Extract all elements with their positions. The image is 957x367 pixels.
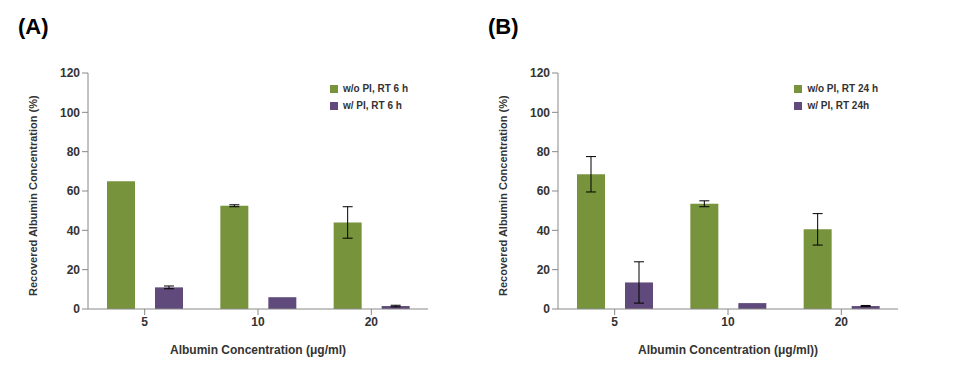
- svg-text:5: 5: [611, 315, 618, 329]
- svg-text:120: 120: [530, 66, 550, 80]
- svg-text:40: 40: [537, 224, 551, 238]
- svg-text:100: 100: [530, 106, 550, 120]
- svg-text:80: 80: [537, 145, 551, 159]
- svg-text:10: 10: [721, 315, 735, 329]
- svg-text:120: 120: [60, 66, 80, 80]
- html-text:w/o PI, RT 6 h: w/o PI, RT 6 h: [343, 83, 408, 94]
- svg-text:Albumin Concentration (μg/ml)): Albumin Concentration (μg/ml)): [638, 343, 818, 357]
- svg-text:0: 0: [543, 302, 550, 316]
- html-text:w/ PI, RT 6 h: w/ PI, RT 6 h: [343, 100, 402, 111]
- svg-text:Recovered Albumin Concentratio: Recovered Albumin Concentration (%): [497, 95, 509, 296]
- svg-text:100: 100: [60, 106, 80, 120]
- html-text:(B): (B): [488, 14, 519, 39]
- html-text:(A): (A): [18, 14, 49, 39]
- svg-text:Albumin Concentration (μg/ml): Albumin Concentration (μg/ml): [170, 343, 346, 357]
- svg-text:10: 10: [251, 315, 265, 329]
- svg-text:60: 60: [67, 184, 81, 198]
- html-text:w/ PI, RT 24h: w/ PI, RT 24h: [807, 100, 870, 111]
- svg-text:5: 5: [141, 315, 148, 329]
- svg-text:Recovered Albumin Concentratio: Recovered Albumin Concentration (%): [27, 95, 39, 296]
- svg-text:40: 40: [67, 224, 81, 238]
- svg-text:20: 20: [835, 315, 849, 329]
- html-text:w/o PI, RT 24 h: w/o PI, RT 24 h: [807, 83, 878, 94]
- svg-text:20: 20: [67, 263, 81, 277]
- svg-text:0: 0: [73, 302, 80, 316]
- svg-text:20: 20: [537, 263, 551, 277]
- svg-text:60: 60: [537, 184, 551, 198]
- svg-text:20: 20: [365, 315, 379, 329]
- svg-text:80: 80: [67, 145, 81, 159]
